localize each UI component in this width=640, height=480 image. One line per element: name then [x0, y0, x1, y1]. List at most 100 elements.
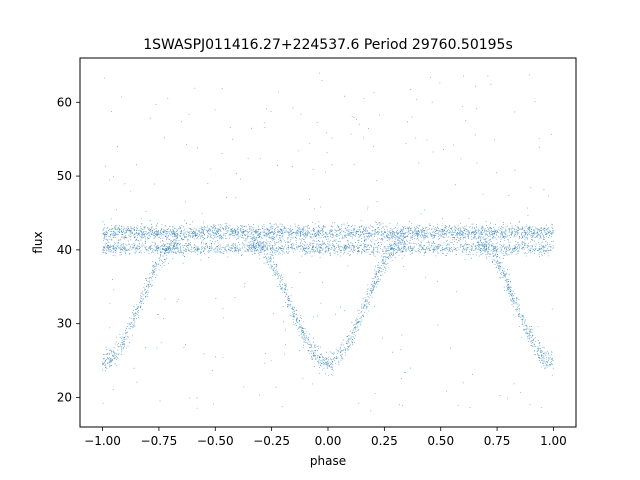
data-point	[212, 238, 214, 240]
data-point	[149, 249, 151, 250]
data-point	[102, 251, 104, 253]
data-point	[547, 228, 549, 230]
data-point	[366, 246, 368, 248]
data-point	[257, 241, 259, 243]
data-point	[130, 239, 132, 241]
data-point	[212, 230, 213, 232]
data-point	[511, 225, 513, 227]
data-point	[318, 356, 320, 358]
data-point	[367, 284, 369, 286]
data-point	[236, 229, 238, 231]
data-point	[416, 238, 418, 240]
data-point	[119, 232, 121, 233]
data-point	[505, 226, 507, 228]
data-point	[459, 234, 461, 236]
data-point	[172, 229, 174, 230]
data-point	[219, 227, 221, 229]
data-point	[407, 227, 409, 229]
data-point	[529, 241, 531, 243]
data-point	[238, 249, 240, 251]
data-point	[484, 237, 486, 239]
data-point	[409, 247, 411, 249]
data-point	[194, 227, 196, 229]
data-point	[289, 246, 291, 248]
data-point	[140, 226, 141, 228]
data-point	[272, 239, 273, 241]
data-point	[131, 244, 133, 246]
data-point	[157, 252, 159, 254]
data-point	[537, 233, 539, 235]
data-point	[255, 229, 257, 231]
data-point	[339, 349, 341, 351]
data-point	[129, 231, 131, 233]
data-point	[505, 232, 506, 234]
data-point	[528, 251, 529, 253]
data-point	[283, 229, 285, 231]
data-point	[108, 246, 110, 248]
data-point	[446, 239, 448, 241]
data-point	[113, 237, 115, 239]
data-point	[359, 321, 361, 322]
data-point	[259, 229, 261, 231]
data-point	[287, 248, 289, 250]
data-point	[468, 235, 469, 237]
data-point	[281, 231, 283, 233]
data-point	[327, 360, 329, 362]
data-point	[389, 237, 391, 239]
data-point	[259, 233, 261, 235]
data-point	[208, 233, 210, 235]
data-point	[349, 247, 351, 249]
data-point	[325, 245, 327, 247]
data-point	[257, 233, 259, 235]
data-point	[331, 233, 333, 235]
data-point	[524, 252, 526, 254]
data-point	[301, 331, 303, 332]
data-point	[422, 247, 424, 249]
data-point	[349, 229, 351, 231]
data-point	[464, 235, 466, 237]
data-point	[310, 243, 311, 245]
data-point	[301, 227, 303, 229]
data-point	[179, 228, 181, 230]
data-point	[363, 248, 365, 250]
data-point	[491, 245, 493, 246]
data-point	[183, 236, 185, 238]
data-point	[500, 241, 502, 243]
data-point	[193, 236, 195, 238]
data-point	[201, 240, 203, 242]
data-point	[153, 237, 155, 239]
data-point	[320, 364, 322, 366]
data-point	[522, 241, 524, 242]
data-point	[112, 230, 114, 232]
data-point	[176, 248, 178, 250]
data-point	[179, 249, 181, 251]
data-point	[249, 244, 251, 246]
data-point	[125, 253, 127, 255]
data-point	[418, 231, 420, 233]
data-point	[152, 251, 154, 253]
data-point	[515, 231, 517, 233]
data-point	[276, 249, 278, 251]
data-point	[196, 238, 198, 239]
data-point	[226, 233, 227, 234]
data-point	[324, 236, 326, 238]
data-point	[466, 253, 468, 255]
data-point	[154, 249, 156, 251]
data-point	[400, 229, 402, 231]
data-point	[329, 229, 331, 231]
data-point	[452, 235, 454, 237]
data-point	[372, 230, 374, 232]
data-point	[281, 247, 283, 249]
data-point	[300, 314, 302, 316]
data-point	[262, 232, 264, 234]
data-point	[256, 237, 258, 239]
data-point	[363, 306, 364, 308]
data-point	[337, 357, 339, 359]
data-point	[365, 239, 367, 241]
data-point	[213, 225, 215, 227]
data-point	[113, 241, 115, 243]
data-point	[199, 237, 201, 239]
data-point	[138, 232, 140, 234]
data-point	[215, 251, 217, 253]
data-point	[418, 234, 420, 236]
